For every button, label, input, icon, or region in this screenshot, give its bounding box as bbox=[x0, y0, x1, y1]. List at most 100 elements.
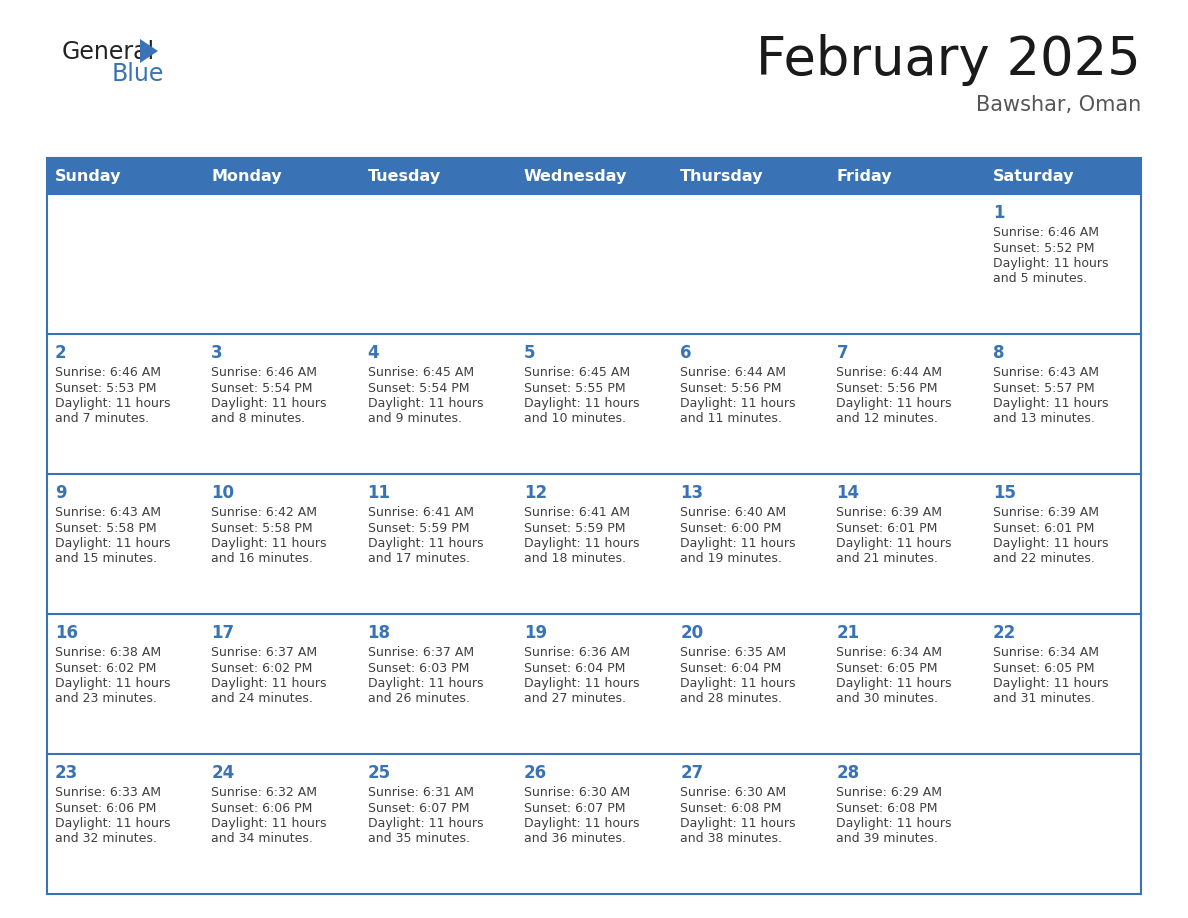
Text: Monday: Monday bbox=[211, 169, 282, 184]
Text: Sunrise: 6:42 AM: Sunrise: 6:42 AM bbox=[211, 506, 317, 519]
Bar bbox=[672, 158, 828, 194]
Bar bbox=[516, 614, 672, 754]
Text: Sunrise: 6:46 AM: Sunrise: 6:46 AM bbox=[993, 226, 1099, 239]
Text: 23: 23 bbox=[55, 764, 78, 782]
Text: Sunrise: 6:32 AM: Sunrise: 6:32 AM bbox=[211, 786, 317, 799]
Text: and 5 minutes.: and 5 minutes. bbox=[993, 273, 1087, 285]
Bar bbox=[203, 754, 360, 894]
Text: Daylight: 11 hours: Daylight: 11 hours bbox=[993, 677, 1108, 690]
Bar bbox=[985, 158, 1140, 194]
Text: 22: 22 bbox=[993, 624, 1016, 642]
Bar bbox=[828, 334, 985, 474]
Text: Sunrise: 6:46 AM: Sunrise: 6:46 AM bbox=[211, 366, 317, 379]
Text: Bawshar, Oman: Bawshar, Oman bbox=[975, 95, 1140, 115]
Text: and 28 minutes.: and 28 minutes. bbox=[681, 692, 782, 706]
Text: Sunrise: 6:43 AM: Sunrise: 6:43 AM bbox=[993, 366, 1099, 379]
Text: 6: 6 bbox=[681, 344, 691, 362]
Text: Sunrise: 6:39 AM: Sunrise: 6:39 AM bbox=[993, 506, 1099, 519]
Text: and 34 minutes.: and 34 minutes. bbox=[211, 833, 314, 845]
Text: Sunset: 5:59 PM: Sunset: 5:59 PM bbox=[367, 521, 469, 534]
Text: Sunday: Sunday bbox=[55, 169, 121, 184]
Text: Thursday: Thursday bbox=[681, 169, 764, 184]
Text: Daylight: 11 hours: Daylight: 11 hours bbox=[55, 537, 171, 550]
Text: Daylight: 11 hours: Daylight: 11 hours bbox=[55, 817, 171, 830]
Bar bbox=[203, 474, 360, 614]
Text: 10: 10 bbox=[211, 484, 234, 502]
Bar bbox=[360, 158, 516, 194]
Text: 11: 11 bbox=[367, 484, 391, 502]
Text: and 38 minutes.: and 38 minutes. bbox=[681, 833, 782, 845]
Text: 12: 12 bbox=[524, 484, 546, 502]
Text: Sunrise: 6:40 AM: Sunrise: 6:40 AM bbox=[681, 506, 786, 519]
Text: Sunset: 5:52 PM: Sunset: 5:52 PM bbox=[993, 241, 1094, 254]
Text: Sunset: 5:53 PM: Sunset: 5:53 PM bbox=[55, 382, 157, 395]
Text: 20: 20 bbox=[681, 624, 703, 642]
Bar bbox=[48, 754, 203, 894]
Text: Daylight: 11 hours: Daylight: 11 hours bbox=[524, 677, 639, 690]
Text: 24: 24 bbox=[211, 764, 234, 782]
Text: Sunrise: 6:45 AM: Sunrise: 6:45 AM bbox=[524, 366, 630, 379]
Text: Daylight: 11 hours: Daylight: 11 hours bbox=[681, 677, 796, 690]
Text: and 35 minutes.: and 35 minutes. bbox=[367, 833, 469, 845]
Text: Daylight: 11 hours: Daylight: 11 hours bbox=[524, 397, 639, 410]
Text: Daylight: 11 hours: Daylight: 11 hours bbox=[367, 397, 484, 410]
Text: Daylight: 11 hours: Daylight: 11 hours bbox=[367, 537, 484, 550]
Text: Sunrise: 6:30 AM: Sunrise: 6:30 AM bbox=[681, 786, 786, 799]
Bar bbox=[48, 334, 203, 474]
Bar bbox=[985, 194, 1140, 334]
Text: Sunrise: 6:34 AM: Sunrise: 6:34 AM bbox=[836, 646, 942, 659]
Text: and 36 minutes.: and 36 minutes. bbox=[524, 833, 626, 845]
Text: Sunset: 5:54 PM: Sunset: 5:54 PM bbox=[211, 382, 312, 395]
Bar bbox=[203, 158, 360, 194]
Text: Daylight: 11 hours: Daylight: 11 hours bbox=[367, 817, 484, 830]
Text: Sunrise: 6:30 AM: Sunrise: 6:30 AM bbox=[524, 786, 630, 799]
Text: and 12 minutes.: and 12 minutes. bbox=[836, 412, 939, 426]
Text: and 26 minutes.: and 26 minutes. bbox=[367, 692, 469, 706]
Text: Sunrise: 6:44 AM: Sunrise: 6:44 AM bbox=[836, 366, 942, 379]
Text: and 8 minutes.: and 8 minutes. bbox=[211, 412, 305, 426]
Text: Daylight: 11 hours: Daylight: 11 hours bbox=[681, 817, 796, 830]
Text: Sunset: 5:57 PM: Sunset: 5:57 PM bbox=[993, 382, 1094, 395]
Polygon shape bbox=[140, 39, 158, 63]
Text: Sunset: 6:02 PM: Sunset: 6:02 PM bbox=[55, 662, 157, 675]
Text: Daylight: 11 hours: Daylight: 11 hours bbox=[55, 677, 171, 690]
Text: Sunrise: 6:38 AM: Sunrise: 6:38 AM bbox=[55, 646, 162, 659]
Text: Blue: Blue bbox=[112, 62, 164, 86]
Text: Sunset: 6:07 PM: Sunset: 6:07 PM bbox=[524, 801, 625, 814]
Bar bbox=[360, 754, 516, 894]
Text: Sunrise: 6:41 AM: Sunrise: 6:41 AM bbox=[367, 506, 474, 519]
Text: 27: 27 bbox=[681, 764, 703, 782]
Text: Daylight: 11 hours: Daylight: 11 hours bbox=[524, 537, 639, 550]
Text: Sunset: 6:07 PM: Sunset: 6:07 PM bbox=[367, 801, 469, 814]
Text: and 30 minutes.: and 30 minutes. bbox=[836, 692, 939, 706]
Bar bbox=[828, 158, 985, 194]
Bar bbox=[672, 754, 828, 894]
Text: Sunset: 5:54 PM: Sunset: 5:54 PM bbox=[367, 382, 469, 395]
Text: and 24 minutes.: and 24 minutes. bbox=[211, 692, 314, 706]
Text: February 2025: February 2025 bbox=[757, 34, 1140, 86]
Text: Sunrise: 6:37 AM: Sunrise: 6:37 AM bbox=[367, 646, 474, 659]
Text: Sunrise: 6:41 AM: Sunrise: 6:41 AM bbox=[524, 506, 630, 519]
Bar bbox=[985, 754, 1140, 894]
Text: and 13 minutes.: and 13 minutes. bbox=[993, 412, 1094, 426]
Text: Sunrise: 6:43 AM: Sunrise: 6:43 AM bbox=[55, 506, 162, 519]
Text: Sunset: 6:04 PM: Sunset: 6:04 PM bbox=[524, 662, 625, 675]
Text: Daylight: 11 hours: Daylight: 11 hours bbox=[836, 677, 952, 690]
Bar bbox=[516, 754, 672, 894]
Text: 15: 15 bbox=[993, 484, 1016, 502]
Text: and 27 minutes.: and 27 minutes. bbox=[524, 692, 626, 706]
Text: General: General bbox=[62, 40, 156, 64]
Text: Daylight: 11 hours: Daylight: 11 hours bbox=[993, 397, 1108, 410]
Text: 18: 18 bbox=[367, 624, 391, 642]
Text: Daylight: 11 hours: Daylight: 11 hours bbox=[211, 537, 327, 550]
Text: Sunrise: 6:46 AM: Sunrise: 6:46 AM bbox=[55, 366, 162, 379]
Text: Sunrise: 6:33 AM: Sunrise: 6:33 AM bbox=[55, 786, 162, 799]
Text: and 16 minutes.: and 16 minutes. bbox=[211, 553, 314, 565]
Text: 26: 26 bbox=[524, 764, 546, 782]
Bar bbox=[985, 334, 1140, 474]
Text: Sunset: 6:06 PM: Sunset: 6:06 PM bbox=[211, 801, 312, 814]
Text: 8: 8 bbox=[993, 344, 1004, 362]
Bar bbox=[516, 474, 672, 614]
Text: Friday: Friday bbox=[836, 169, 892, 184]
Text: Sunrise: 6:44 AM: Sunrise: 6:44 AM bbox=[681, 366, 786, 379]
